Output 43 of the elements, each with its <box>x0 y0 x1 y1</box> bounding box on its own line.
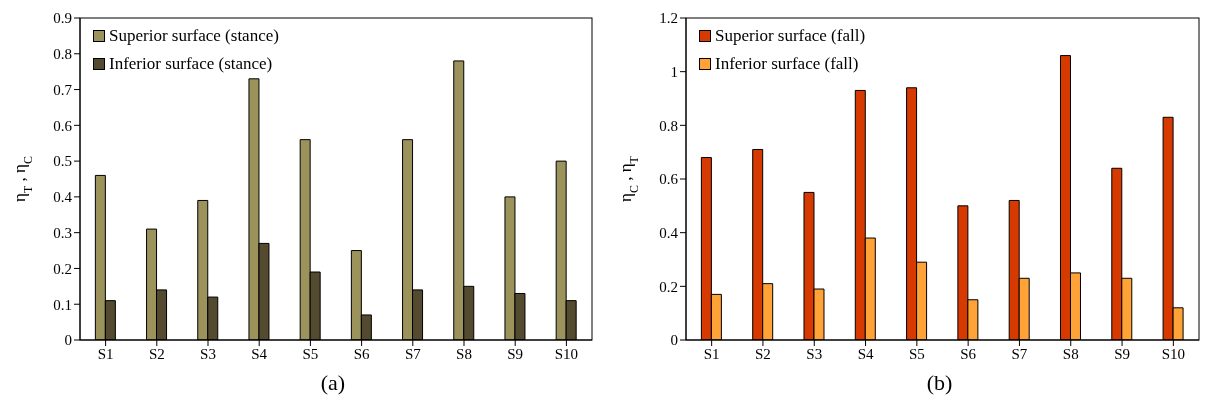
y-tick-label: 0.8 <box>53 46 72 63</box>
y-tick-label: 0.4 <box>53 189 73 206</box>
x-tick-label: S3 <box>806 345 823 362</box>
y-tick-label: 0.4 <box>659 224 679 241</box>
x-tick-label: S4 <box>857 345 874 362</box>
x-tick-label: S3 <box>200 345 216 362</box>
y-tick-label: 0.2 <box>659 278 678 295</box>
y-tick-label: 0 <box>64 332 72 349</box>
x-tick-label: S1 <box>97 345 114 362</box>
legend-label: Superior surface (stance) <box>109 25 279 47</box>
x-tick-label: S4 <box>251 345 268 362</box>
y-tick-label: 0.9 <box>53 10 72 27</box>
y-tick-label: 0.6 <box>53 117 73 134</box>
x-tick-label: S5 <box>908 345 925 362</box>
x-tick-label: S7 <box>1011 345 1028 362</box>
x-tick-label: S2 <box>755 345 771 362</box>
x-tick-label: S6 <box>353 345 371 362</box>
y-tick-label: 1.2 <box>659 10 678 27</box>
x-tick-label: S1 <box>703 345 720 362</box>
legend-label: Inferior surface (stance) <box>109 53 273 75</box>
y-tick-label: 0.8 <box>659 117 678 134</box>
y-tick-label: 0 <box>670 332 678 349</box>
legend-label: Inferior surface (fall) <box>715 53 859 75</box>
text: (a) <box>319 370 347 396</box>
y-tick-label: 0.2 <box>53 260 72 277</box>
y-tick-label: 1 <box>670 63 678 80</box>
x-tick-label: S5 <box>302 345 319 362</box>
x-tick-label: S9 <box>507 345 524 362</box>
x-tick-label: S10 <box>1161 345 1186 362</box>
y-tick-label: 0.6 <box>659 171 679 188</box>
x-tick-label: S2 <box>148 345 165 362</box>
legend-label: Superior surface (fall) <box>715 25 866 47</box>
x-tick-label: S6 <box>960 345 977 362</box>
text: (b) <box>925 370 954 396</box>
y-tick-label: 0.5 <box>53 153 72 170</box>
y-tick-label: 0.3 <box>53 224 72 241</box>
y-tick-label: 0.7 <box>53 81 73 98</box>
y-tick-label: 0.1 <box>53 296 72 313</box>
x-tick-label: S10 <box>554 345 579 362</box>
x-tick-label: S8 <box>456 345 472 362</box>
x-tick-label: S9 <box>1114 345 1130 362</box>
x-tick-label: S7 <box>404 345 422 362</box>
x-tick-label: S8 <box>1062 345 1079 362</box>
